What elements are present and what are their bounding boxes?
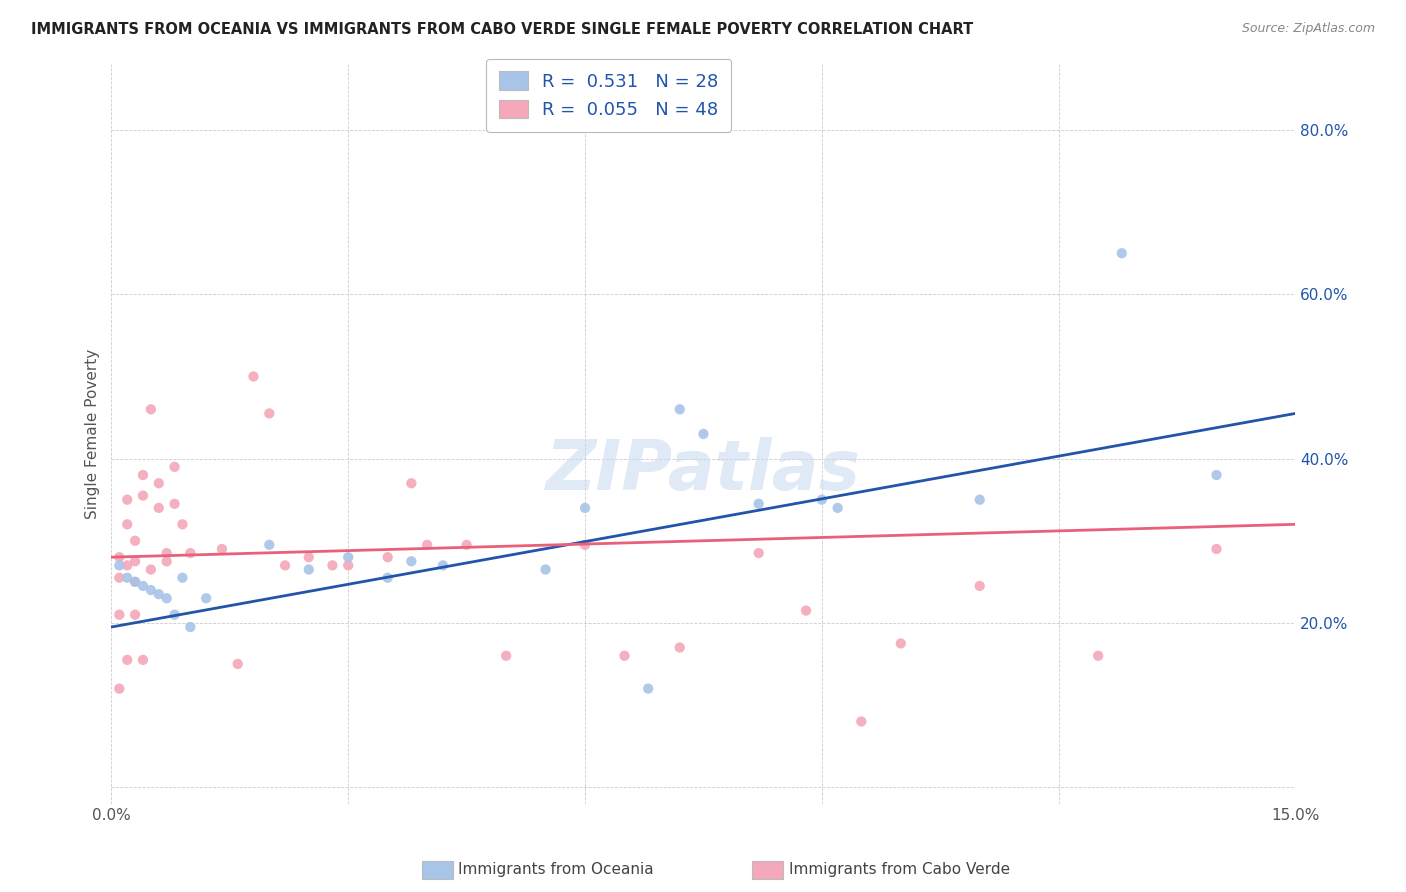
Point (124, 554, 146, 568)
Point (969, 492, 991, 507)
Point (132, 468, 155, 483)
Point (226, 657, 249, 671)
Point (574, 500, 596, 515)
Point (1111, 246, 1133, 260)
Point (668, 640, 690, 655)
Point (827, 500, 849, 515)
Point (108, 607, 131, 622)
Point (163, 497, 186, 511)
Point (692, 427, 714, 442)
Point (172, 571, 194, 585)
Point (195, 591, 218, 606)
Point (115, 558, 138, 573)
Point (172, 517, 194, 532)
Point (337, 550, 360, 565)
Point (574, 538, 596, 552)
Point (124, 607, 146, 622)
Point (108, 558, 131, 573)
Point (613, 648, 636, 663)
Point (108, 571, 131, 585)
Point (748, 546, 770, 560)
Point (401, 476, 423, 491)
Point (432, 558, 454, 573)
Text: ZIPatlas: ZIPatlas (546, 437, 860, 505)
Text: Source: ZipAtlas.com: Source: ZipAtlas.com (1241, 22, 1375, 36)
Point (969, 579, 991, 593)
Point (748, 497, 770, 511)
Point (179, 546, 201, 560)
Point (298, 562, 321, 576)
Point (163, 459, 186, 474)
Point (416, 538, 439, 552)
Point (851, 714, 873, 729)
Point (337, 558, 360, 573)
Point (668, 402, 690, 417)
Point (139, 582, 162, 597)
Point (156, 591, 179, 606)
Point (811, 492, 834, 507)
Point (211, 541, 233, 556)
Point (115, 653, 138, 667)
Point (179, 620, 201, 634)
Point (534, 562, 557, 576)
Point (274, 558, 297, 573)
Point (148, 476, 170, 491)
Text: IMMIGRANTS FROM OCEANIA VS IMMIGRANTS FROM CABO VERDE SINGLE FEMALE POVERTY CORR: IMMIGRANTS FROM OCEANIA VS IMMIGRANTS FR… (31, 22, 973, 37)
Point (1205, 468, 1227, 483)
Point (132, 653, 155, 667)
Point (242, 369, 264, 384)
Point (148, 587, 170, 601)
Y-axis label: Single Female Poverty: Single Female Poverty (86, 349, 100, 519)
Point (124, 533, 146, 548)
Point (139, 562, 162, 576)
Point (108, 550, 131, 565)
Point (794, 604, 817, 618)
Point (115, 492, 138, 507)
Point (1087, 648, 1109, 663)
Point (259, 406, 281, 420)
Point (377, 550, 399, 565)
Point (124, 574, 146, 589)
Point (298, 550, 321, 565)
Point (890, 636, 912, 650)
Text: Immigrants from Cabo Verde: Immigrants from Cabo Verde (789, 863, 1010, 877)
Point (139, 402, 162, 417)
Point (115, 517, 138, 532)
Legend: R =  0.531   N = 28, R =  0.055   N = 48: R = 0.531 N = 28, R = 0.055 N = 48 (486, 59, 731, 131)
Point (1205, 541, 1227, 556)
Point (321, 558, 343, 573)
Point (163, 607, 186, 622)
Point (115, 571, 138, 585)
Point (108, 681, 131, 696)
Text: Immigrants from Oceania: Immigrants from Oceania (458, 863, 654, 877)
Point (156, 554, 179, 568)
Point (637, 681, 659, 696)
Point (259, 538, 281, 552)
Point (148, 500, 170, 515)
Point (132, 579, 155, 593)
Point (377, 571, 399, 585)
Point (156, 546, 179, 560)
Point (495, 648, 517, 663)
Point (132, 489, 155, 503)
Point (456, 538, 478, 552)
Point (124, 574, 146, 589)
Point (401, 554, 423, 568)
